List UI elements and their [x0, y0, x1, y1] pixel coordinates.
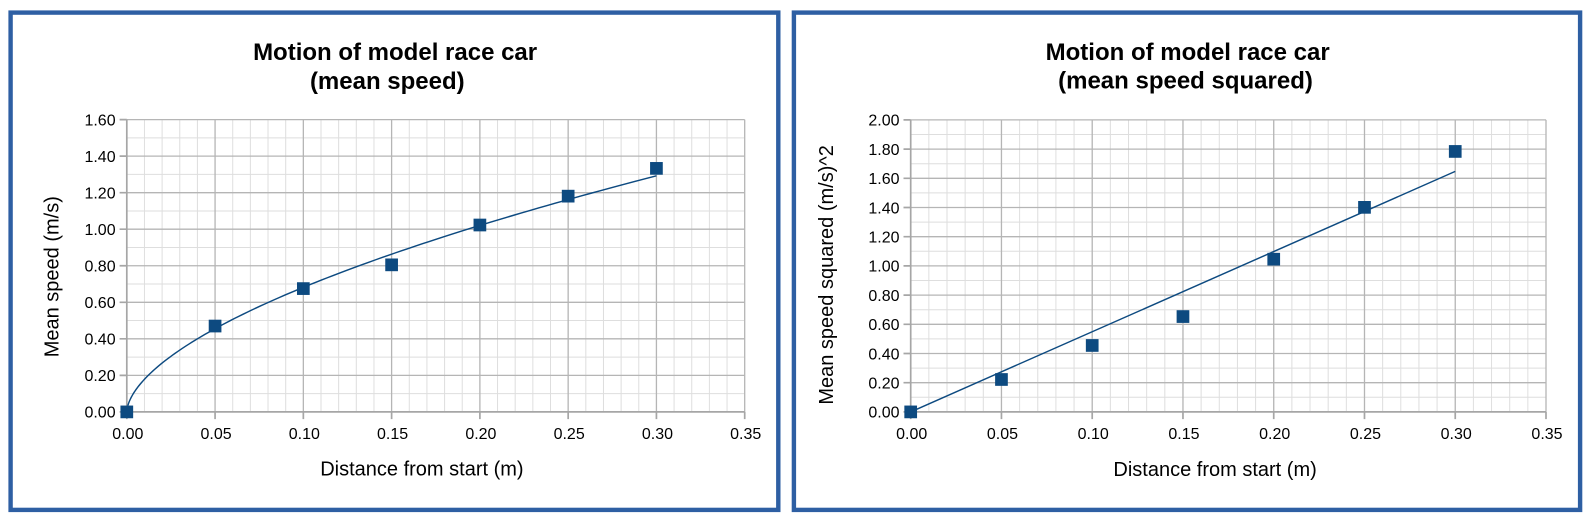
svg-text:1.60: 1.60 [868, 171, 899, 188]
svg-text:1.00: 1.00 [868, 259, 899, 276]
svg-text:0.00: 0.00 [896, 426, 927, 443]
svg-text:0.30: 0.30 [642, 426, 673, 443]
svg-text:0.35: 0.35 [1531, 426, 1562, 443]
svg-text:0.40: 0.40 [84, 332, 115, 349]
svg-text:0.00: 0.00 [84, 405, 115, 422]
svg-text:1.60: 1.60 [84, 112, 115, 129]
svg-text:0.35: 0.35 [730, 426, 761, 443]
svg-text:0.60: 0.60 [868, 317, 899, 334]
svg-text:Mean speed (m/s): Mean speed (m/s) [42, 196, 64, 357]
svg-text:0.20: 0.20 [868, 376, 899, 393]
svg-text:2.00: 2.00 [868, 113, 899, 130]
svg-text:0.10: 0.10 [289, 426, 320, 443]
svg-text:1.20: 1.20 [868, 230, 899, 247]
svg-text:0.15: 0.15 [377, 426, 408, 443]
svg-text:0.00: 0.00 [868, 405, 899, 422]
svg-text:0.05: 0.05 [200, 426, 231, 443]
svg-text:0.05: 0.05 [987, 426, 1018, 443]
svg-text:1.80: 1.80 [868, 142, 899, 159]
svg-text:0.20: 0.20 [84, 368, 115, 385]
svg-text:0.20: 0.20 [1259, 426, 1290, 443]
svg-text:0.80: 0.80 [84, 259, 115, 276]
svg-text:0.15: 0.15 [1168, 426, 1199, 443]
svg-text:1.00: 1.00 [84, 222, 115, 239]
svg-text:Distance from start (m): Distance from start (m) [1113, 459, 1316, 481]
svg-text:0.40: 0.40 [868, 346, 899, 363]
svg-text:1.40: 1.40 [868, 200, 899, 217]
svg-text:0.60: 0.60 [84, 295, 115, 312]
svg-text:0.25: 0.25 [1350, 426, 1381, 443]
svg-text:0.10: 0.10 [1078, 426, 1109, 443]
svg-text:(mean speed): (mean speed) [310, 68, 465, 95]
svg-text:0.00: 0.00 [112, 426, 143, 443]
svg-text:(mean speed squared): (mean speed squared) [1058, 67, 1313, 94]
svg-text:1.20: 1.20 [84, 185, 115, 202]
svg-text:Distance from start (m): Distance from start (m) [320, 459, 523, 481]
svg-text:0.20: 0.20 [465, 426, 496, 443]
svg-text:Motion of model race car: Motion of model race car [253, 39, 537, 66]
svg-text:1.40: 1.40 [84, 149, 115, 166]
svg-text:0.80: 0.80 [868, 288, 899, 305]
svg-text:Motion of model race car: Motion of model race car [1046, 39, 1330, 66]
svg-text:Mean speed squared (m/s)^2: Mean speed squared (m/s)^2 [816, 145, 838, 405]
svg-text:0.30: 0.30 [1441, 426, 1472, 443]
svg-text:0.25: 0.25 [554, 426, 585, 443]
